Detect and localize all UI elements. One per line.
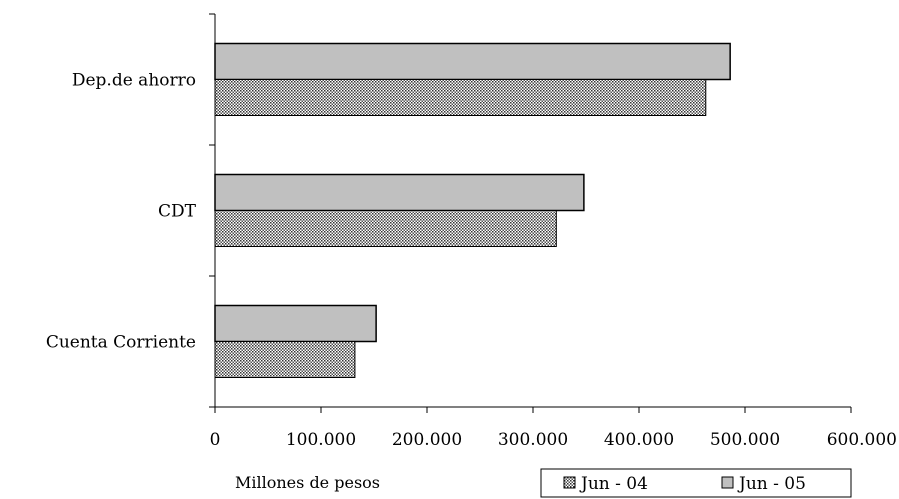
category-label: CDT	[158, 202, 197, 222]
legend-label-jun-05: Jun - 05	[737, 474, 806, 494]
x-tick-label: 100.000	[286, 430, 356, 450]
x-axis-title: Millones de pesos	[235, 473, 380, 492]
legend-swatch-jun-05	[721, 476, 734, 489]
x-tick-label: 0	[210, 430, 221, 450]
category-labels: Dep.de ahorro CDT Cuenta Corriente	[46, 71, 197, 353]
category-label: Dep.de ahorro	[72, 71, 196, 91]
x-tick-label: 300.000	[498, 430, 568, 450]
legend: Jun - 04 Jun - 05	[540, 468, 852, 498]
bars-group	[214, 42, 731, 378]
x-tick-label: 600.000	[827, 430, 897, 450]
x-tick-labels: 0 100.000 200.000 300.000 400.000 500.000 600.…	[210, 430, 897, 450]
bar-jun-05-0	[214, 42, 731, 81]
legend-label-jun-04: Jun - 04	[579, 474, 648, 494]
axes-group	[209, 13, 852, 413]
bar-jun-04-2	[214, 341, 356, 378]
bar-jun-05-1	[214, 173, 585, 212]
bar-jun-04-0	[214, 79, 707, 116]
x-tick-label: 200.000	[392, 430, 462, 450]
category-label: Cuenta Corriente	[46, 333, 196, 353]
x-tick-label: 400.000	[604, 430, 674, 450]
x-tick-label: 500.000	[710, 430, 780, 450]
bar-jun-05-2	[214, 304, 377, 343]
bar-jun-04-1	[214, 210, 557, 247]
legend-box	[540, 468, 852, 498]
legend-swatch-jun-04	[563, 476, 576, 489]
